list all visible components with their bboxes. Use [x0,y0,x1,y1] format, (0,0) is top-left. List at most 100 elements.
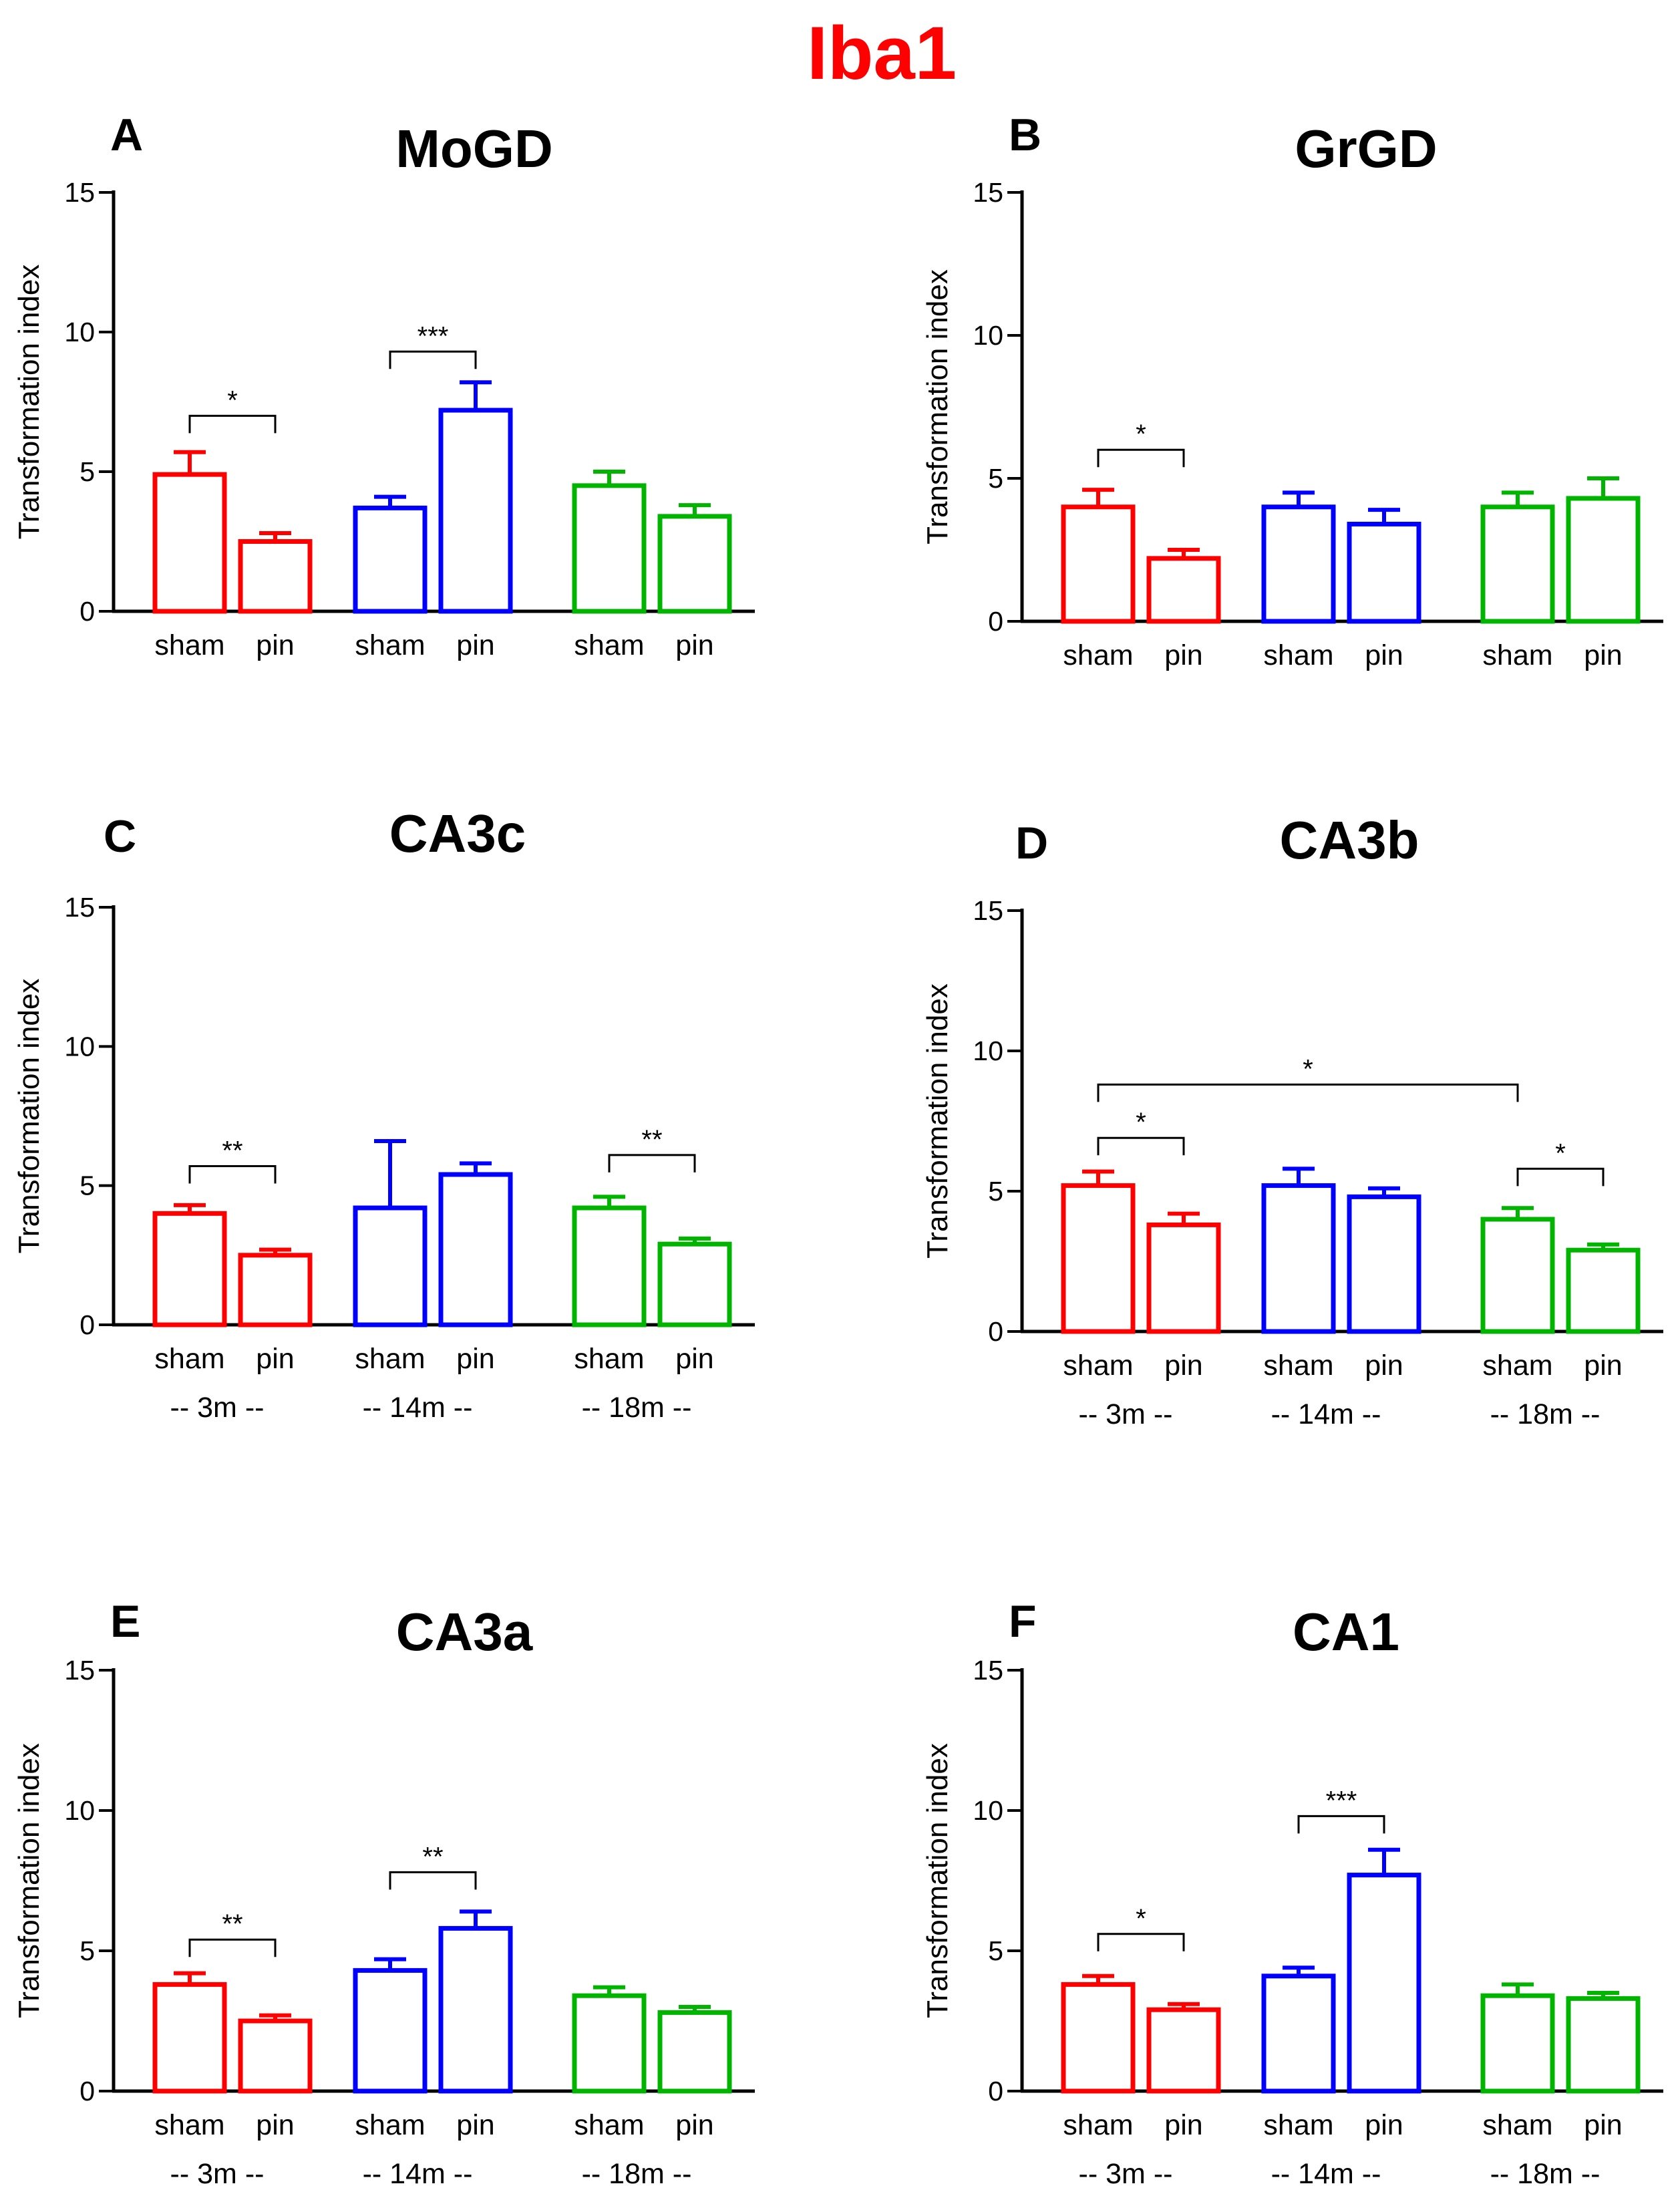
panel-d-letter: D [1015,818,1048,869]
panel-f-title: CA1 [1293,1602,1399,1662]
panel-c-bar [238,1253,313,1327]
panel-e-xtick-label: pin [675,2109,713,2141]
panel-d-bar [1566,1247,1641,1334]
panel-f-ytick-label: 0 [988,2076,1003,2106]
panel-a-bar [353,505,428,614]
panel-b-significance-bracket [1097,448,1185,468]
panel-c-bar [572,1205,647,1327]
panel-e-ytick-label: 10 [64,1795,95,1826]
panel-a-xtick-label: sham [154,629,224,661]
panel-f-group-label: -- 18m -- [1490,2158,1601,2190]
panel-a-significance-bracket [188,414,277,434]
panel-f-group-label: -- 3m -- [1079,2158,1173,2190]
panel-b-ytick-label: 15 [973,177,1003,208]
panel-b-bar [1347,521,1421,624]
panel-d-xtick-label: pin [1365,1350,1403,1382]
panel-c-bar [353,1205,428,1327]
panel-d-bar [1480,1217,1555,1334]
panel-f-significance-label: * [1136,1904,1146,1933]
panel-f-xtick-label: pin [1584,2109,1622,2141]
panel-b-bar [1061,504,1136,624]
panel-b-significance-label: * [1136,420,1146,449]
figure-title: Iba1 [807,11,957,95]
panel-b-ytick-label: 10 [973,320,1003,351]
panel-f-xtick-label: sham [1063,2109,1133,2141]
panel-d-significance-bracket [1097,1083,1519,1102]
panel-f-significance-bracket [1297,1815,1385,1834]
panel-a-letter: A [110,110,143,160]
panel-d-bar [1146,1222,1221,1334]
panel-c-ytick-label: 0 [79,1309,95,1340]
panel-c-letter: C [104,811,136,862]
panel-a-significance-bracket [389,350,477,369]
panel-f-ytick-label: 15 [973,1655,1003,1686]
panel-d-xtick-label: sham [1482,1350,1552,1382]
panel-e-bar [353,1967,428,2094]
panel-c-significance-label: ** [641,1125,662,1154]
panel-b-ytick-label: 0 [988,606,1003,637]
panel-d-bar [1061,1183,1136,1334]
panel-c-significance-label: ** [222,1136,242,1166]
panel-d-xtick-label: sham [1063,1350,1133,1382]
panel-e-significance-label: ** [222,1909,242,1939]
panel-f-ytick-label: 5 [988,1935,1003,1966]
panel-c-xtick-label: pin [256,1343,294,1375]
panel-a-xtick-label: pin [675,629,713,661]
panel-e-group-label: -- 14m -- [363,2158,473,2190]
panel-a-significance-label: *** [417,321,449,351]
panel-d-significance-bracket [1097,1136,1185,1156]
panel-b-bar [1261,504,1336,624]
panel-e-xtick-label: pin [456,2109,494,2141]
panel-d-ytick-label: 10 [973,1036,1003,1066]
panel-e-significance-label: ** [422,1842,443,1871]
panel-f-bar [1566,1996,1641,2094]
panel-b-bar [1480,504,1555,624]
panel-f-bar [1261,1974,1336,2094]
panel-a-xtick-label: pin [256,629,294,661]
panel-e-bar [572,1993,647,2094]
panel-b-bar [1566,496,1641,624]
panel-b-xtick-label: pin [1164,639,1202,671]
panel-d-ytick-label: 5 [988,1176,1003,1207]
panel-e-bar [438,1925,513,2094]
panel-c-significance-bracket [608,1154,696,1172]
panel-a-significance-label: * [227,385,238,415]
panel-d-bar [1347,1194,1421,1334]
panel-f-xtick-label: pin [1365,2109,1403,2141]
panel-d-group-label: -- 3m -- [1079,1398,1173,1430]
panel-f-significance-label: *** [1326,1786,1357,1815]
panel-c-ytick-label: 15 [64,892,95,923]
panel-b-xtick-label: pin [1584,639,1622,671]
panel-c-xtick-label: sham [355,1343,425,1375]
panel-d-ytick-label: 15 [973,895,1003,926]
panel-c-group-label: -- 14m -- [363,1392,473,1424]
panel-c-significance-bracket [188,1165,277,1184]
panel-d-group-label: -- 18m -- [1490,1398,1601,1430]
panel-e-significance-bracket [188,1938,277,1957]
panel-e-bar [238,2018,313,2094]
panel-f-significance-bracket [1097,1933,1185,1951]
panel-b-letter: B [1009,110,1041,160]
panel-e-letter: E [110,1596,140,1647]
panel-e-xtick-label: sham [574,2109,644,2141]
panel-b-xtick-label: pin [1365,639,1403,671]
panel-c-ylabel: Transformation index [13,979,45,1254]
panel-e-group-label: -- 18m -- [582,2158,692,2190]
panel-e-bar [657,2010,732,2094]
panel-f-bar [1347,1873,1421,2094]
panel-c-bar [152,1211,227,1327]
panel-a-xtick-label: pin [456,629,494,661]
panel-a-bar [572,483,647,614]
panel-f-ylabel: Transformation index [921,1743,954,2018]
panel-c-ytick-label: 10 [64,1031,95,1062]
panel-c-bar [438,1172,513,1327]
panel-e-ytick-label: 5 [79,1935,95,1966]
panel-d-significance-label: * [1136,1108,1146,1137]
panel-f-letter: F [1009,1596,1037,1647]
panel-a-ytick-label: 15 [64,177,95,208]
panel-c-xtick-label: sham [154,1343,224,1375]
panel-b-xtick-label: sham [1063,639,1133,671]
panel-d-significance-bracket [1516,1167,1605,1187]
panel-b-bar [1146,556,1221,624]
